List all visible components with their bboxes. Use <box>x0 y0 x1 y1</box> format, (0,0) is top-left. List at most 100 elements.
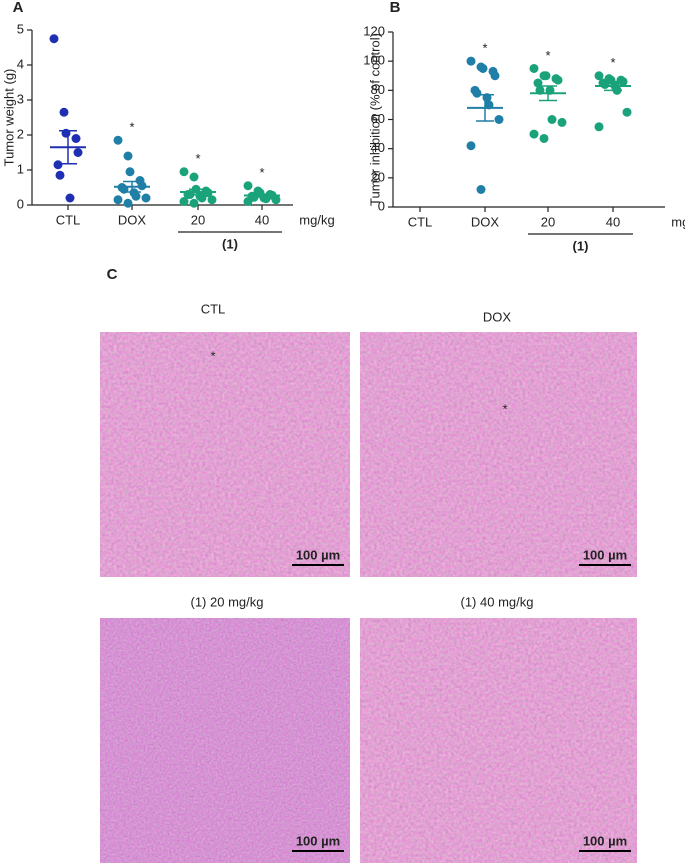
data-point <box>622 107 632 117</box>
error-bar <box>189 188 207 196</box>
data-point <box>494 115 504 124</box>
group-label: (1) <box>222 236 238 251</box>
data-point <box>179 197 189 206</box>
significance: * <box>545 48 550 63</box>
histology-texture <box>360 618 637 863</box>
data-point <box>472 88 482 98</box>
data-point <box>466 56 476 66</box>
significance: * <box>482 41 487 56</box>
x-tick-label: DOX <box>118 212 147 227</box>
data-point <box>179 167 189 177</box>
y-tick-label: 0 <box>378 198 385 213</box>
x-tick-label: 20 <box>191 212 205 227</box>
data-point <box>123 151 133 161</box>
data-point <box>476 185 486 194</box>
y-tick-label: 1 <box>17 161 24 176</box>
data-point <box>271 195 281 205</box>
data-point <box>243 197 253 206</box>
data-point <box>547 115 557 124</box>
data-point <box>539 133 549 143</box>
y-tick-label: 0 <box>17 196 24 211</box>
y-tick-label: 2 <box>17 126 24 141</box>
data-point <box>466 141 476 151</box>
image-title: (1) 20 mg/kg <box>191 594 264 609</box>
error-bar <box>539 85 557 102</box>
unit-label: mg/kg <box>671 214 685 229</box>
y-tick-label: 80 <box>371 82 385 97</box>
x-tick-label: 20 <box>541 214 555 229</box>
data-point <box>189 172 199 182</box>
error-bar <box>253 193 271 198</box>
y-tick-label: 3 <box>17 91 24 106</box>
data-point <box>123 198 133 208</box>
data-point <box>49 34 59 44</box>
data-point <box>55 170 65 180</box>
data-point <box>618 77 628 87</box>
data-point <box>553 75 563 85</box>
data-point <box>53 160 63 170</box>
panel-label: C <box>107 266 118 283</box>
histology-texture <box>360 332 637 577</box>
y-axis-label: Tumor inhibition (% of control) <box>367 33 382 206</box>
data-point <box>529 129 539 139</box>
error-bar <box>123 180 141 193</box>
y-tick-label: 60 <box>371 111 385 126</box>
unit-label: mg/kg <box>299 212 334 227</box>
significance: * <box>129 120 134 135</box>
x-tick-label: CTL <box>56 212 81 227</box>
data-point <box>478 63 488 73</box>
image-title: CTL <box>201 301 226 316</box>
data-point <box>490 71 500 81</box>
scale-bar-label: 100 µm <box>583 547 627 562</box>
error-bar <box>476 93 494 122</box>
data-point <box>529 63 539 73</box>
y-tick-label: 40 <box>371 140 385 155</box>
data-point <box>137 181 147 191</box>
data-point <box>125 167 135 177</box>
data-point <box>594 71 604 81</box>
group-label: (1) <box>573 238 589 253</box>
error-bar <box>59 130 77 165</box>
data-point <box>113 135 123 145</box>
y-tick-label: 5 <box>17 21 24 36</box>
data-point <box>59 107 69 117</box>
panel-label: B <box>390 0 401 16</box>
y-tick-label: 100 <box>363 53 385 68</box>
scale-bar-label: 100 µm <box>296 833 340 848</box>
significance: * <box>195 151 200 166</box>
y-tick-label: 120 <box>363 23 385 38</box>
histology-texture <box>100 618 350 863</box>
data-point <box>207 195 217 205</box>
y-tick-label: 20 <box>371 169 385 184</box>
data-point <box>65 193 75 203</box>
x-tick-label: 40 <box>606 214 620 229</box>
data-point <box>131 191 141 201</box>
histology-texture <box>100 332 350 577</box>
significance: * <box>610 55 615 70</box>
data-point <box>243 181 253 191</box>
image-title: DOX <box>483 309 512 324</box>
y-axis-label: Tumor weight (g) <box>1 69 16 167</box>
data-point <box>71 134 81 143</box>
error-bar <box>604 80 622 92</box>
x-tick-label: DOX <box>471 214 500 229</box>
data-point <box>541 71 551 81</box>
x-tick-label: 40 <box>255 212 269 227</box>
necrosis-marker: * <box>210 348 215 363</box>
data-point <box>113 195 123 205</box>
data-point <box>73 148 83 157</box>
y-tick-label: 4 <box>17 56 24 71</box>
data-point <box>594 122 604 132</box>
necrosis-marker: * <box>502 401 507 416</box>
scale-bar-label: 100 µm <box>583 833 627 848</box>
data-point <box>141 193 151 203</box>
scale-bar-label: 100 µm <box>296 547 340 562</box>
significance: * <box>259 165 264 180</box>
data-point <box>557 117 567 127</box>
data-point <box>189 198 199 208</box>
data-point <box>197 193 207 203</box>
x-tick-label: CTL <box>408 214 433 229</box>
panel-label: A <box>13 0 24 16</box>
image-title: (1) 40 mg/kg <box>461 594 534 609</box>
